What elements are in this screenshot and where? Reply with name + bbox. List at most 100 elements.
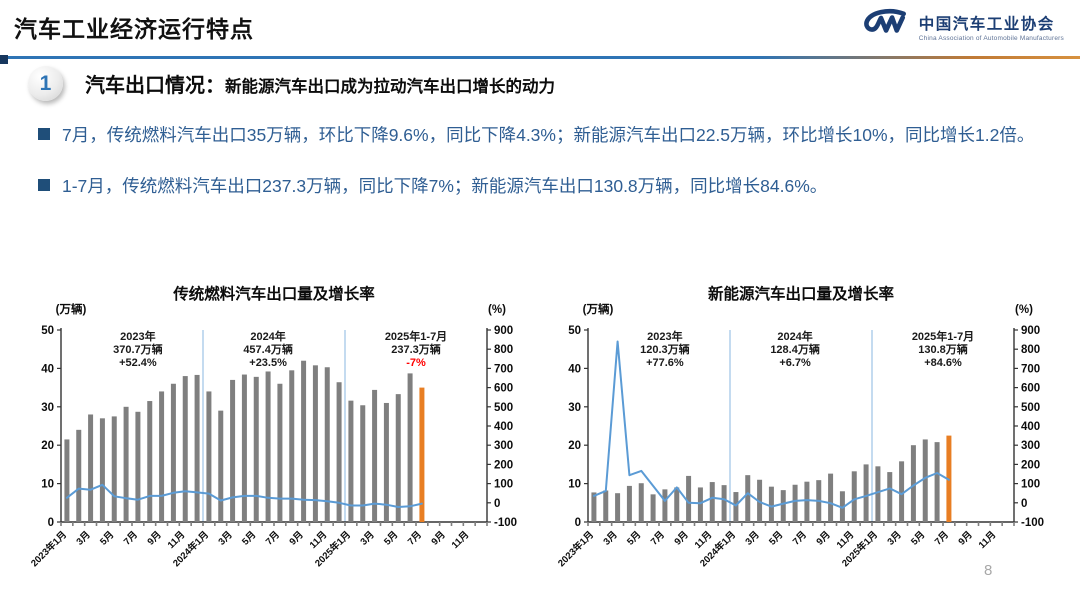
svg-text:(万辆): (万辆) [583, 302, 614, 316]
svg-text:500: 500 [1021, 402, 1040, 414]
svg-text:900: 900 [494, 325, 513, 337]
svg-text:+84.6%: +84.6% [924, 357, 962, 369]
svg-text:2025年1-7月: 2025年1-7月 [912, 329, 974, 343]
svg-text:3月: 3月 [358, 529, 376, 547]
svg-text:30: 30 [568, 402, 581, 414]
svg-text:-7%: -7% [406, 357, 426, 369]
bullet-list: 7月，传统燃料汽车出口35万辆，环比下降9.6%，同比下降4.3%；新能源汽车出… [38, 120, 1066, 222]
svg-text:5月: 5月 [909, 529, 927, 547]
svg-text:9月: 9月 [672, 529, 690, 547]
svg-text:800: 800 [1021, 344, 1040, 356]
svg-text:700: 700 [494, 363, 513, 375]
svg-text:40: 40 [41, 363, 54, 375]
svg-text:9月: 9月 [814, 529, 832, 547]
list-item: 1-7月，传统燃料汽车出口237.3万辆，同比下降7%；新能源汽车出口130.8… [38, 171, 1066, 201]
svg-text:3月: 3月 [216, 529, 234, 547]
svg-text:20: 20 [568, 440, 581, 452]
svg-text:370.7万辆: 370.7万辆 [113, 342, 163, 356]
svg-text:7月: 7月 [122, 529, 140, 547]
svg-text:3月: 3月 [743, 529, 761, 547]
svg-text:400: 400 [1021, 421, 1040, 433]
caam-logo-text: 中国汽车工业协会 China Association of Automobile… [919, 12, 1064, 42]
svg-text:5月: 5月 [767, 529, 785, 547]
svg-text:800: 800 [494, 344, 513, 356]
svg-text:5月: 5月 [98, 529, 116, 547]
svg-text:100: 100 [494, 479, 513, 491]
svg-text:600: 600 [494, 383, 513, 395]
svg-text:11月: 11月 [977, 529, 999, 551]
svg-text:10: 10 [568, 479, 581, 491]
page-number: 8 [984, 562, 993, 579]
svg-text:40: 40 [568, 363, 581, 375]
svg-text:传统燃料汽车出口量及增长率: 传统燃料汽车出口量及增长率 [172, 284, 375, 303]
section-number-badge: 1 [28, 66, 63, 101]
svg-text:130.8万辆: 130.8万辆 [918, 342, 968, 356]
svg-text:0: 0 [575, 517, 581, 529]
caam-logo: 中国汽车工业协会 China Association of Automobile… [862, 8, 1064, 45]
section-subheading: 新能源汽车出口成为拉动汽车出口增长的动力 [225, 78, 555, 96]
svg-text:30: 30 [41, 402, 54, 414]
svg-text:50: 50 [568, 325, 581, 337]
section-heading: 汽车出口情况：新能源汽车出口成为拉动汽车出口增长的动力 [85, 69, 555, 98]
page-title: 汽车工业经济运行特点 [14, 16, 254, 42]
svg-text:50: 50 [41, 325, 54, 337]
svg-text:10: 10 [41, 479, 54, 491]
svg-text:9月: 9月 [429, 529, 447, 547]
svg-text:+52.4%: +52.4% [119, 357, 157, 369]
svg-text:300: 300 [1021, 440, 1040, 452]
svg-text:100: 100 [1021, 479, 1040, 491]
svg-text:900: 900 [1021, 325, 1040, 337]
svg-text:0: 0 [1021, 498, 1027, 510]
svg-text:5月: 5月 [382, 529, 400, 547]
svg-text:2023年1月: 2023年1月 [28, 529, 69, 570]
nev-export-chart: 新能源汽车出口量及增长率 (万辆) (%) 0 10 20 30 40 50 -100 0 100 20… [552, 280, 1057, 605]
svg-text:2024年: 2024年 [777, 329, 812, 343]
svg-text:200: 200 [1021, 459, 1040, 471]
svg-text:+6.7%: +6.7% [779, 357, 811, 369]
svg-text:-100: -100 [494, 517, 517, 529]
svg-text:600: 600 [1021, 383, 1040, 395]
bullet-text-jan-july: 1-7月，传统燃料汽车出口237.3万辆，同比下降7%；新能源汽车出口130.8… [62, 176, 828, 196]
title-divider-line [0, 56, 1080, 59]
svg-text:2024年: 2024年 [250, 329, 285, 343]
svg-text:237.3万辆: 237.3万辆 [391, 342, 441, 356]
svg-text:20: 20 [41, 440, 54, 452]
svg-text:-100: -100 [1021, 517, 1044, 529]
logo-name-cn: 中国汽车工业协会 [918, 15, 1055, 33]
svg-text:5月: 5月 [240, 529, 258, 547]
svg-text:3月: 3月 [601, 529, 619, 547]
svg-text:5月: 5月 [625, 529, 643, 547]
svg-text:(%): (%) [1015, 304, 1033, 316]
svg-text:3月: 3月 [74, 529, 92, 547]
svg-text:+77.6%: +77.6% [646, 357, 684, 369]
svg-text:200: 200 [494, 459, 513, 471]
svg-text:9月: 9月 [956, 529, 974, 547]
svg-text:3月: 3月 [885, 529, 903, 547]
caam-logo-icon [862, 8, 912, 45]
svg-text:457.4万辆: 457.4万辆 [243, 342, 293, 356]
svg-text:120.3万辆: 120.3万辆 [640, 342, 690, 356]
svg-text:2023年: 2023年 [647, 329, 682, 343]
svg-text:11月: 11月 [450, 529, 472, 551]
list-item: 7月，传统燃料汽车出口35万辆，环比下降9.6%，同比下降4.3%；新能源汽车出… [38, 120, 1066, 150]
bullet-square-icon [38, 179, 50, 191]
logo-name-en: China Association of Automobile Manufact… [918, 34, 1064, 42]
svg-text:2025年1-7月: 2025年1-7月 [385, 329, 447, 343]
bullet-text-july: 7月，传统燃料汽车出口35万辆，环比下降9.6%，同比下降4.3%；新能源汽车出… [62, 125, 1035, 145]
svg-text:7月: 7月 [649, 529, 667, 547]
svg-text:(%): (%) [488, 304, 506, 316]
svg-text:9月: 9月 [145, 529, 163, 547]
svg-text:7月: 7月 [933, 529, 951, 547]
svg-text:400: 400 [494, 421, 513, 433]
bullet-square-icon [38, 128, 50, 140]
svg-text:0: 0 [48, 517, 54, 529]
section-heading-main: 汽车出口情况： [85, 75, 225, 97]
svg-text:7月: 7月 [264, 529, 282, 547]
traditional-fuel-export-chart: 传统燃料汽车出口量及增长率 (万辆) (%) 0 10 20 30 40 50 -100 0 100 2… [25, 280, 530, 605]
svg-text:500: 500 [494, 402, 513, 414]
svg-text:7月: 7月 [791, 529, 809, 547]
svg-text:2023年1月: 2023年1月 [555, 529, 596, 570]
svg-text:(万辆): (万辆) [56, 302, 87, 316]
svg-text:9月: 9月 [287, 529, 305, 547]
